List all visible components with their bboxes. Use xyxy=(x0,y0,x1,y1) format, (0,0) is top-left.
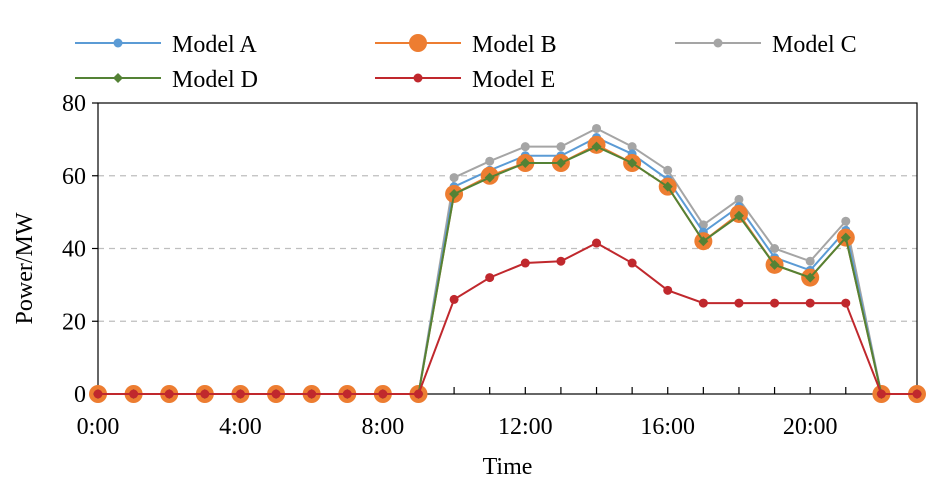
y-tick-label-20: 20 xyxy=(62,309,86,335)
point-model-c-18 xyxy=(734,194,744,204)
x-tick-label-8-00: 8:00 xyxy=(362,414,405,440)
y-tick-label-40: 40 xyxy=(62,237,86,263)
series-model-e xyxy=(93,238,922,399)
point-model-d-21 xyxy=(840,232,851,243)
series-model-c xyxy=(93,123,922,399)
x-tick-label-20-00: 20:00 xyxy=(783,414,838,440)
point-model-e-5 xyxy=(271,389,281,399)
point-model-e-11 xyxy=(485,273,495,283)
point-model-e-9 xyxy=(413,389,423,399)
point-model-c-20 xyxy=(805,256,815,266)
legend-item-model-e: Model E xyxy=(375,67,555,93)
point-model-d-10 xyxy=(449,188,460,199)
legend-label-model-e: Model E xyxy=(472,67,555,93)
point-model-e-4 xyxy=(235,389,245,399)
point-model-e-17 xyxy=(698,298,708,308)
point-model-e-3 xyxy=(200,389,210,399)
point-model-e-7 xyxy=(342,389,352,399)
point-model-e-12 xyxy=(520,258,530,268)
legend-item-model-a: Model A xyxy=(75,32,257,58)
legend-marker-model-b xyxy=(409,34,427,52)
point-model-c-11 xyxy=(485,156,495,166)
point-model-e-18 xyxy=(734,298,744,308)
legend-item-model-b: Model B xyxy=(375,32,557,58)
series-line-model-e xyxy=(98,241,917,395)
point-model-e-8 xyxy=(378,389,388,399)
point-model-e-2 xyxy=(164,389,174,399)
y-tick-label-60: 60 xyxy=(62,164,86,190)
y-axis-title: Power/MW xyxy=(12,212,38,324)
x-tick-label-12-00: 12:00 xyxy=(498,414,553,440)
legend-label-model-b: Model B xyxy=(472,32,557,58)
point-model-e-21 xyxy=(841,298,851,308)
point-model-e-20 xyxy=(805,298,815,308)
point-model-e-1 xyxy=(129,389,139,399)
point-model-d-16 xyxy=(662,181,673,192)
point-model-e-0 xyxy=(93,389,103,399)
point-model-c-13 xyxy=(556,142,566,152)
point-model-c-21 xyxy=(841,216,851,226)
point-model-d-15 xyxy=(627,158,638,169)
axis-ticks: 0 20 40 60 80 0:00 4:00 8:00 12:00 16:00 20:00 xyxy=(62,91,918,440)
point-model-e-14 xyxy=(592,238,602,248)
y-tick-label-0: 0 xyxy=(74,382,86,408)
legend-marker-model-c xyxy=(713,38,723,48)
point-model-e-13 xyxy=(556,256,566,266)
series-line-model-c xyxy=(98,127,917,395)
point-model-d-19 xyxy=(769,259,780,270)
x-tick-label-16-00: 16:00 xyxy=(640,414,695,440)
point-model-c-12 xyxy=(520,142,530,152)
x-tick-label-0-00: 0:00 xyxy=(77,414,120,440)
gridlines xyxy=(98,175,917,322)
point-model-e-22 xyxy=(876,389,886,399)
x-tick-label-4-00: 4:00 xyxy=(219,414,262,440)
legend-marker-model-e xyxy=(413,73,423,83)
point-model-d-13 xyxy=(555,158,566,169)
point-model-d-18 xyxy=(733,210,744,221)
point-model-c-14 xyxy=(592,123,602,133)
point-model-c-15 xyxy=(627,142,637,152)
series-model-a xyxy=(93,133,922,399)
legend-label-model-a: Model A xyxy=(172,32,257,58)
point-model-e-19 xyxy=(770,298,780,308)
point-model-c-16 xyxy=(663,165,673,175)
legend-item-model-d: Model D xyxy=(75,67,258,93)
point-model-d-11 xyxy=(484,172,495,183)
point-model-c-19 xyxy=(770,244,780,253)
legend-item-model-c: Model C xyxy=(675,32,857,58)
point-model-d-17 xyxy=(698,236,709,247)
point-model-e-16 xyxy=(663,285,673,295)
legend-marker-model-a xyxy=(113,38,123,48)
point-model-d-20 xyxy=(805,272,816,283)
point-model-d-12 xyxy=(520,158,531,169)
point-model-e-23 xyxy=(912,389,922,399)
x-axis-title: Time xyxy=(483,454,533,480)
legend-marker-model-d xyxy=(113,73,123,83)
legend: Model A Model B Model C Model D Model E xyxy=(75,32,857,93)
legend-label-model-c: Model C xyxy=(772,32,857,58)
point-model-c-10 xyxy=(449,173,459,183)
point-model-e-10 xyxy=(449,294,459,304)
point-model-e-6 xyxy=(307,389,317,399)
point-model-e-15 xyxy=(627,258,637,268)
legend-label-model-d: Model D xyxy=(172,67,258,93)
y-tick-label-80: 80 xyxy=(62,91,86,117)
series-layer xyxy=(89,123,926,403)
point-model-d-14 xyxy=(591,141,602,152)
